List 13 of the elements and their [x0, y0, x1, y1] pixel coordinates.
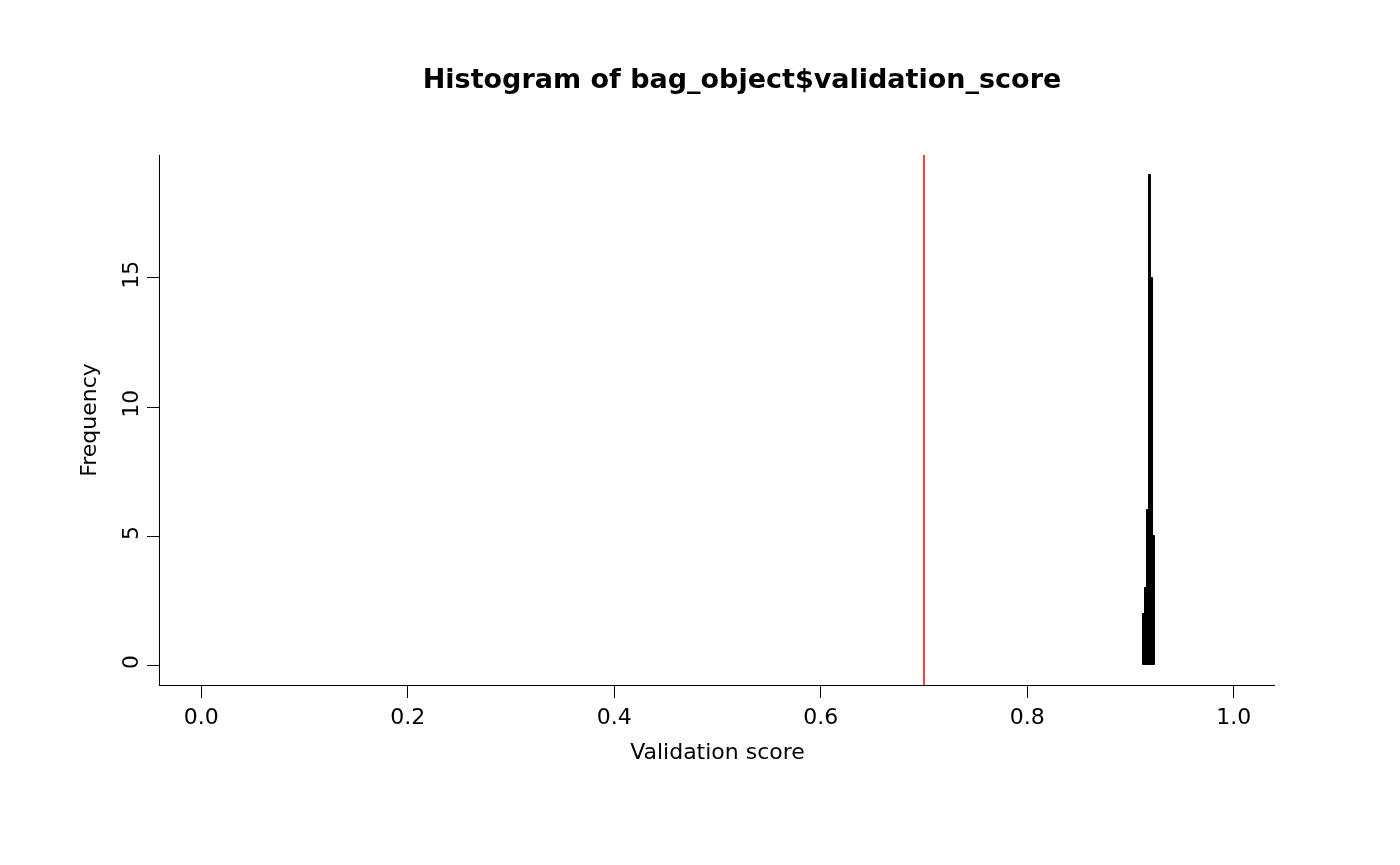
- y-tick-label: 5: [118, 525, 144, 540]
- x-tick-label: 0.2: [390, 704, 426, 730]
- x-tick-label: 0.0: [183, 704, 219, 730]
- y-tick-label: 0: [118, 655, 144, 670]
- x-tick-label: 0.8: [1009, 704, 1045, 730]
- chart-title: Histogram of bag_object$validation_score: [422, 63, 1062, 95]
- x-tick-label: 0.4: [596, 704, 632, 730]
- x-tick-label: 0.6: [803, 704, 839, 730]
- y-axis-title: Frequency: [76, 363, 101, 477]
- x-axis-title: Validation score: [630, 739, 805, 765]
- x-tick-label: 1.0: [1216, 704, 1252, 730]
- y-tick-label: 10: [118, 389, 144, 418]
- y-tick-label: 15: [118, 260, 144, 289]
